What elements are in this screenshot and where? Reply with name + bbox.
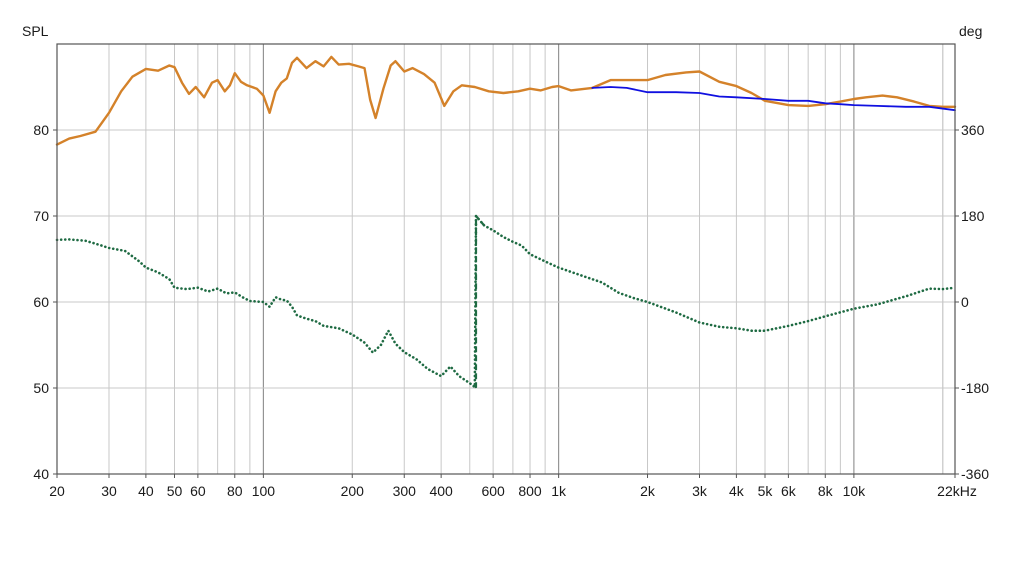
x-tick-label: 400 [429, 483, 453, 499]
y-right-tick-label: 180 [961, 208, 985, 224]
x-tick-label: 30 [101, 483, 117, 499]
y-axis-right-ticks: -360 -180 0 180 360 [955, 122, 989, 482]
x-tick-label: 300 [393, 483, 417, 499]
x-tick-label: 2k [640, 483, 656, 499]
x-axis-ticks: 20 30 40 50 60 80 100 200 300 400 600 800 1k 2k 3k 4k 5k… [49, 474, 977, 499]
x-tick-label: 40 [138, 483, 154, 499]
y-left-tick-label: 50 [33, 380, 49, 396]
x-tick-label: 10k [843, 483, 867, 499]
x-tick-label: 22kHz [937, 483, 977, 499]
series-line-phase [55, 214, 957, 389]
series-line-target [591, 86, 956, 112]
series-line-spl [55, 55, 957, 146]
x-tick-label: 4k [729, 483, 745, 499]
y-axis-left-title: SPL [22, 23, 49, 39]
y-right-tick-label: 360 [961, 122, 985, 138]
x-tick-label: 600 [481, 483, 505, 499]
x-tick-label: 200 [341, 483, 365, 499]
x-tick-label: 1k [551, 483, 567, 499]
x-tick-label: 60 [190, 483, 206, 499]
grid [56, 43, 955, 475]
y-right-tick-label: -360 [961, 466, 989, 482]
y-left-tick-label: 40 [33, 466, 49, 482]
series-layer [55, 55, 957, 389]
x-tick-label: 80 [227, 483, 243, 499]
series-line-phase-wrap [474, 214, 486, 389]
y-left-tick-label: 60 [33, 294, 49, 310]
y-axis-left-ticks: 40 50 60 70 80 [33, 122, 57, 482]
y-axis-right-title: deg [959, 23, 982, 39]
x-tick-label: 8k [818, 483, 834, 499]
y-right-tick-label: 0 [961, 294, 969, 310]
y-left-tick-label: 70 [33, 208, 49, 224]
x-tick-label: 100 [252, 483, 276, 499]
y-right-tick-label: -180 [961, 380, 989, 396]
x-tick-label: 5k [758, 483, 774, 499]
x-tick-label: 50 [167, 483, 183, 499]
x-tick-label: 6k [781, 483, 797, 499]
plot-frame [56, 43, 956, 475]
y-left-tick-label: 80 [33, 122, 49, 138]
x-tick-label: 3k [692, 483, 708, 499]
x-tick-label: 20 [49, 483, 65, 499]
x-tick-label: 800 [518, 483, 542, 499]
